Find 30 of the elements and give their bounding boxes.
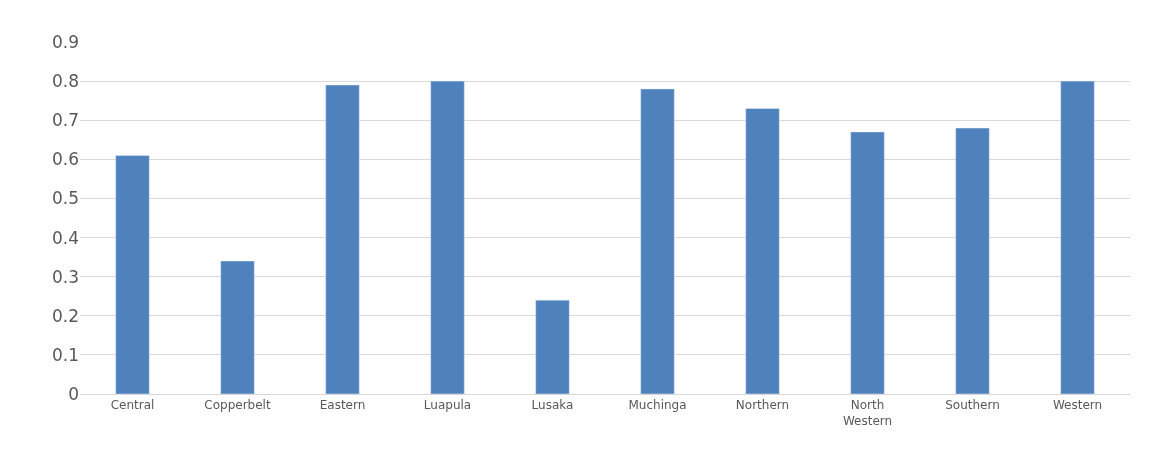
y-tick-label: 0.6: [51, 149, 79, 170]
bar: [220, 260, 255, 394]
bar: [745, 108, 780, 394]
bar: [1060, 80, 1095, 394]
bar: [850, 131, 885, 394]
y-tick-label: 0.7: [51, 110, 79, 131]
x-tick-label: Muchinga: [628, 398, 687, 413]
bar: [115, 155, 150, 394]
y-tick-label: 0.3: [51, 266, 79, 287]
y-tick-label: 0.4: [51, 227, 79, 248]
y-tick-label: 0.1: [51, 344, 79, 365]
bar: [955, 127, 990, 394]
y-tick-label: 0.9: [51, 31, 79, 52]
x-tick-label: Western: [1052, 398, 1103, 413]
x-tick-label: Luapula: [423, 398, 472, 413]
bar: [640, 88, 675, 394]
x-tick-label: North Western: [842, 398, 893, 428]
x-tick-label: Northern: [735, 398, 790, 413]
y-tick-label: 0.8: [51, 71, 79, 92]
x-tick-label: Central: [110, 398, 155, 413]
bar: [430, 80, 465, 394]
x-tick-label: Copperbelt: [204, 398, 271, 413]
x-tick-label: Southern: [945, 398, 1000, 413]
bar: [325, 84, 360, 394]
y-tick-label: 0.2: [51, 305, 79, 326]
bar: [535, 299, 570, 394]
y-tick-label: 0: [68, 383, 79, 404]
y-tick-label: 0.5: [51, 188, 79, 209]
x-tick-label: Lusaka: [531, 398, 574, 413]
x-tick-label: Eastern: [319, 398, 366, 413]
